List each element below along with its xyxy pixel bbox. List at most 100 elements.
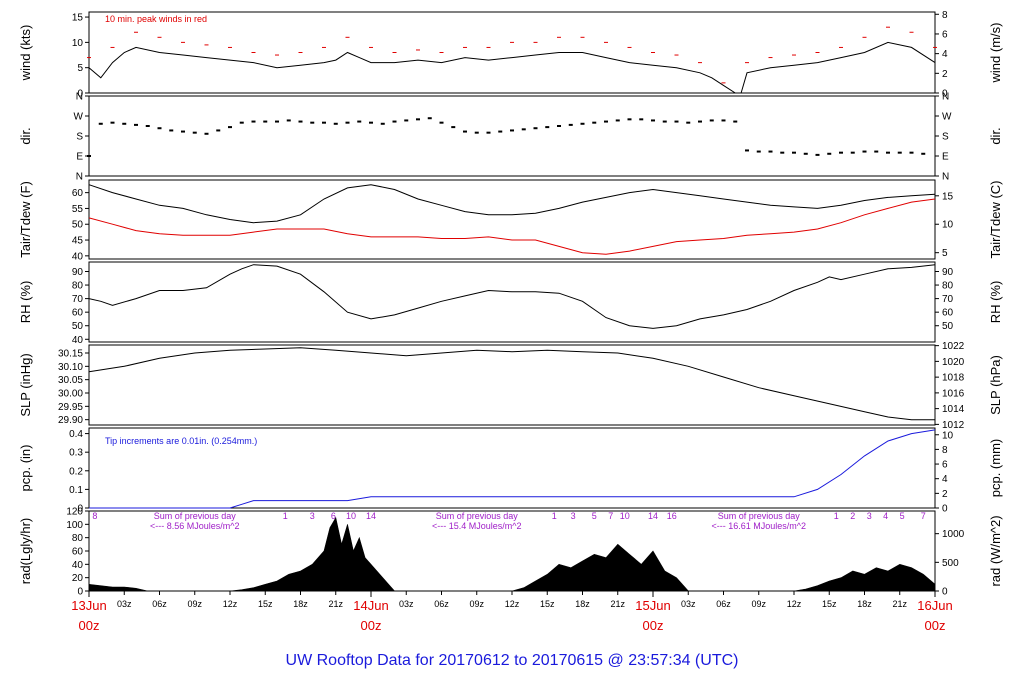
sun-hour-label: 4: [883, 511, 888, 521]
right-tick-label: N: [942, 92, 949, 103]
dir-point: [204, 132, 209, 135]
series-line-0: [89, 429, 936, 509]
left-tick-label: 30.00: [58, 389, 83, 400]
dir-point: [416, 118, 420, 121]
dir-point: [803, 152, 808, 155]
dir-point: [263, 120, 268, 123]
sun-hour-label: 7: [921, 511, 926, 521]
dir-point: [181, 130, 185, 133]
dir-point: [192, 131, 197, 134]
left-axis-label: rad(Lgly/hr): [18, 518, 33, 584]
left-tick-label: 60: [72, 308, 84, 319]
dir-point: [604, 120, 608, 123]
sun-hour-label: 14: [366, 511, 376, 521]
dir-point: [463, 130, 467, 133]
left-tick-label: 0.2: [69, 466, 83, 477]
dir-point: [862, 150, 867, 153]
right-tick-label: 10: [942, 220, 954, 231]
panel-annotation: 10 min. peak winds in red: [105, 14, 207, 24]
day-time-label: 00z: [643, 618, 664, 633]
right-axis-label: dir.: [988, 127, 1003, 144]
right-tick-label: E: [942, 152, 949, 163]
left-tick-label: 0: [77, 504, 83, 515]
left-tick-label: 30.15: [58, 349, 83, 360]
sun-hour-label: 3: [310, 511, 315, 521]
right-tick-label: 1000: [942, 529, 965, 540]
dir-point: [721, 119, 726, 122]
right-tick-label: 8: [942, 445, 948, 456]
dir-point: [780, 151, 785, 154]
dir-point: [568, 123, 573, 126]
day-time-label: 00z: [925, 618, 946, 633]
sun-hour-label: 6: [331, 511, 336, 521]
right-axis-label: SLP (hPa): [988, 355, 1003, 415]
x-tick-label: 09z: [751, 599, 766, 609]
dir-point: [745, 149, 749, 152]
dir-point: [357, 120, 362, 123]
x-tick-label: 12z: [505, 599, 520, 609]
dir-point: [792, 151, 796, 154]
right-tick-label: 90: [942, 267, 954, 278]
panel-slp: 29.90 29.95 30.00 30.05 30.10 30.15 1012 1014 10…: [18, 341, 1003, 431]
right-tick-label: 1014: [942, 404, 965, 415]
day-label: 14Jun: [353, 598, 388, 613]
panel-frame: [88, 344, 936, 426]
right-tick-label: N: [942, 172, 949, 183]
dir-point: [134, 123, 138, 126]
right-tick-label: 1022: [942, 341, 965, 352]
right-tick-label: 60: [942, 308, 954, 319]
dir-point: [674, 120, 679, 123]
dir-point: [98, 122, 103, 125]
dir-point: [545, 126, 550, 129]
right-tick-label: 2: [942, 69, 948, 80]
left-tick-label: 29.90: [58, 415, 83, 426]
left-axis-label: wind (kts): [18, 25, 33, 82]
sun-hour-label: 1: [283, 511, 288, 521]
x-tick-label: 06z: [434, 599, 449, 609]
right-tick-label: 0: [942, 587, 948, 598]
x-tick-label: 21z: [892, 599, 907, 609]
dir-point: [380, 122, 385, 125]
dir-point: [474, 131, 479, 134]
right-tick-label: S: [942, 132, 949, 143]
right-axis-label: wind (m/s): [988, 23, 1003, 84]
dir-point: [921, 152, 926, 155]
dir-point: [239, 121, 244, 124]
left-tick-label: 60: [72, 547, 84, 558]
dir-point: [557, 125, 561, 127]
sun-hour-label: 5: [592, 511, 597, 521]
day-label: 15Jun: [635, 598, 670, 613]
dir-point: [216, 129, 221, 132]
left-tick-label: 0: [77, 89, 83, 100]
sun-hour-label: 1: [834, 511, 839, 521]
sun-hour-label: 3: [571, 511, 576, 521]
left-tick-label: 40: [72, 560, 84, 571]
dir-point: [639, 118, 644, 121]
right-tick-label: 1018: [942, 373, 965, 384]
left-tick-label: 30.10: [58, 362, 83, 373]
left-tick-label: 15: [72, 13, 84, 24]
dir-point: [768, 150, 773, 153]
sun-hour-label: 2: [850, 511, 855, 521]
left-tick-label: 80: [72, 533, 84, 544]
series-line-0: [88, 184, 936, 224]
left-tick-label: 0: [77, 587, 83, 598]
left-tick-label: 29.95: [58, 402, 83, 413]
right-tick-label: 4: [942, 474, 948, 485]
dir-point: [615, 119, 620, 122]
right-tick-label: 6: [942, 29, 948, 40]
panel-annotation: Tip increments are 0.01in. (0.254mm.): [105, 436, 257, 446]
dir-point: [827, 152, 832, 155]
dir-point: [521, 128, 526, 131]
dir-point: [251, 120, 256, 123]
right-tick-label: 500: [942, 558, 959, 569]
dir-point: [286, 119, 291, 122]
dir-point: [169, 129, 174, 132]
dir-point: [592, 121, 597, 124]
panel-frame: [88, 427, 936, 509]
left-axis-label: dir.: [18, 127, 33, 144]
sun-hour-label: 1: [552, 511, 557, 521]
left-tick-label: 50: [72, 321, 84, 332]
right-tick-label: 80: [942, 281, 954, 292]
right-tick-label: 5: [942, 248, 948, 259]
